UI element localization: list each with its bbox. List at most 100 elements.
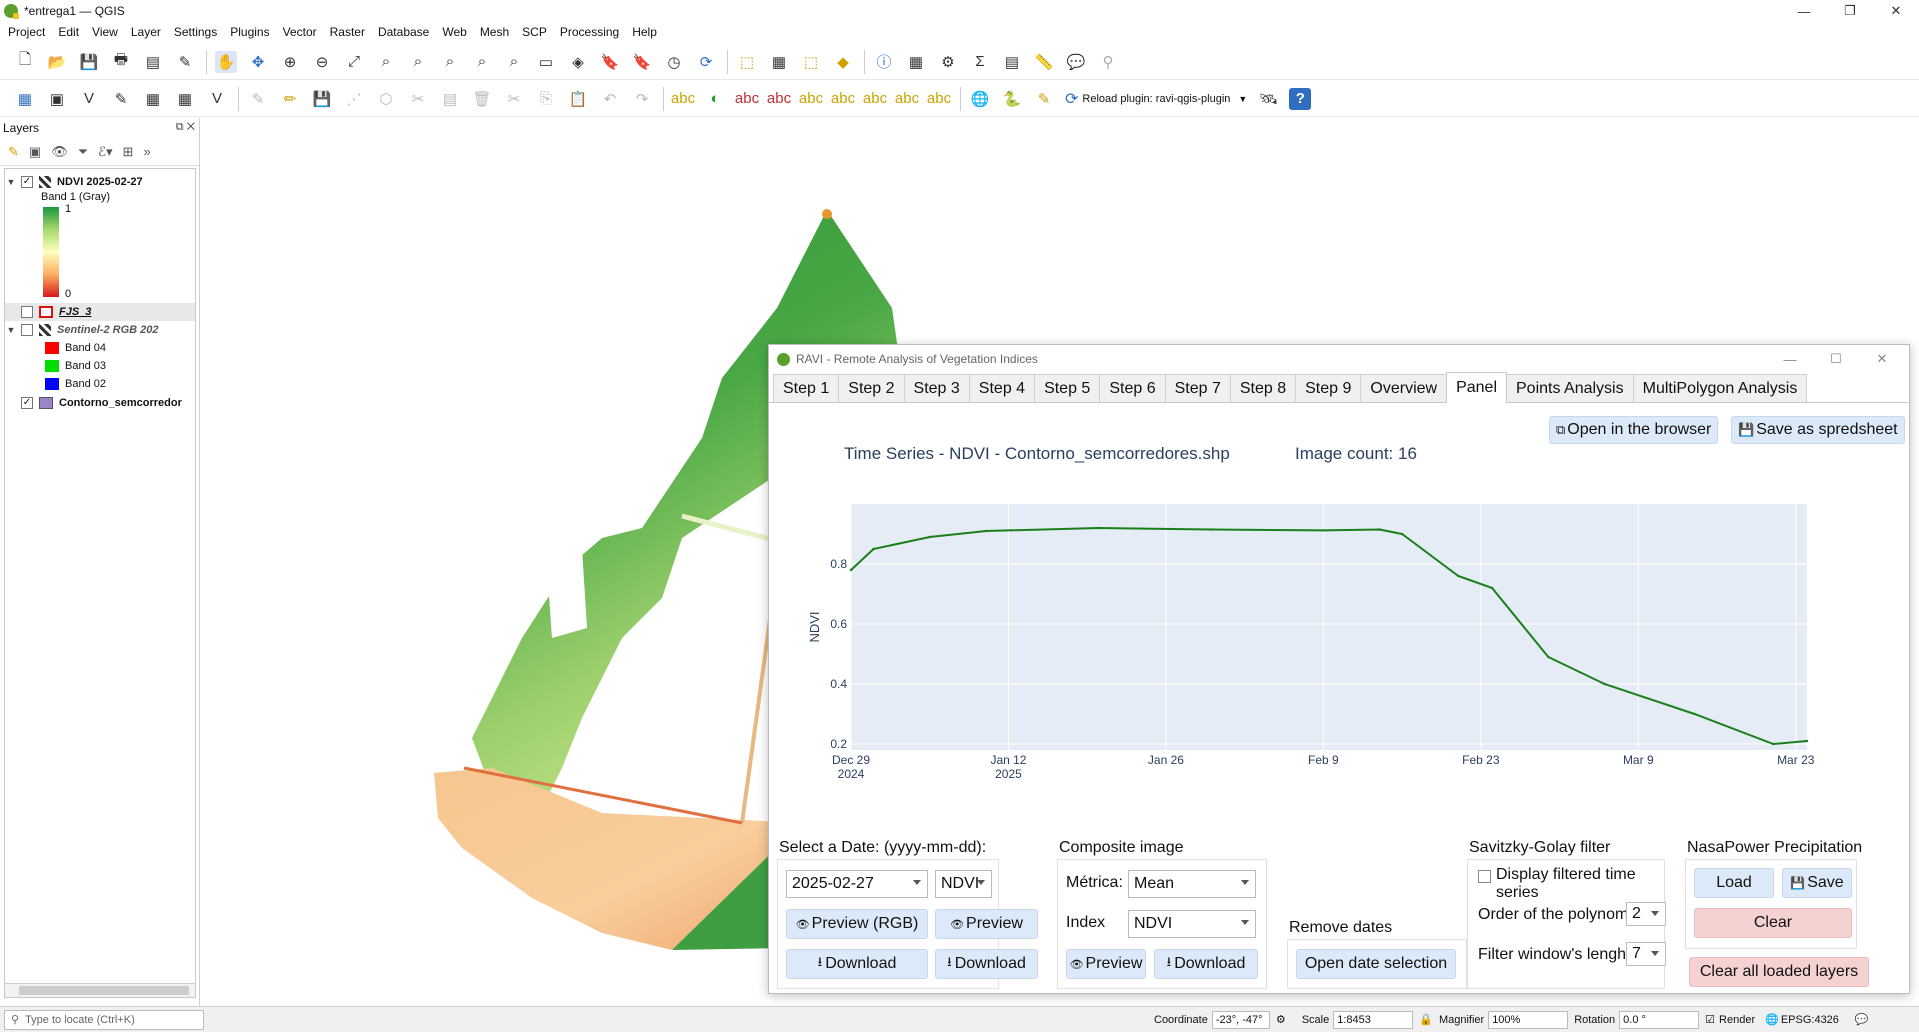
- satellite-icon[interactable]: 🛰: [1258, 90, 1278, 108]
- rotation-field[interactable]: 0.0 °: [1619, 1010, 1700, 1029]
- layer-tree-scrollbar[interactable]: [5, 983, 195, 997]
- tab-overview[interactable]: Overview: [1360, 374, 1448, 402]
- label-icon[interactable]: abc: [670, 90, 696, 107]
- tab-step-6[interactable]: Step 6: [1099, 374, 1166, 402]
- layer-sentinel[interactable]: ▼ Sentinel-2 RGB 202: [5, 321, 158, 339]
- menu-project[interactable]: Project: [8, 25, 46, 39]
- save-spreadsheet-button[interactable]: 💾 Save as spredsheet: [1731, 416, 1905, 444]
- select-by-location-icon[interactable]: ◆: [837, 53, 849, 71]
- date-select[interactable]: 2025-02-27: [786, 870, 928, 898]
- composite-index-select[interactable]: NDVI: [1128, 910, 1256, 938]
- ravi-close-button[interactable]: ✕: [1876, 351, 1888, 366]
- identify-icon[interactable]: ⓘ: [876, 54, 892, 71]
- python-console-icon[interactable]: 🐍: [1002, 90, 1022, 108]
- menu-settings[interactable]: Settings: [173, 25, 218, 39]
- field-calculator-icon[interactable]: ▦: [908, 53, 924, 71]
- change-label-icon[interactable]: abc: [926, 90, 952, 107]
- menu-raster[interactable]: Raster: [329, 25, 365, 39]
- paste-icon[interactable]: 📋: [568, 90, 588, 108]
- tab-step-3[interactable]: Step 3: [903, 374, 970, 402]
- display-filtered-checkbox[interactable]: [1478, 870, 1491, 883]
- zoom-full-icon[interactable]: ⤢: [347, 53, 360, 70]
- download-index-button[interactable]: ⭳ Download: [935, 949, 1038, 979]
- modify-attributes-icon[interactable]: ▤: [442, 90, 458, 108]
- tab-step-1[interactable]: Step 1: [773, 374, 840, 402]
- menu-view[interactable]: View: [92, 25, 118, 39]
- layer-checkbox[interactable]: [21, 324, 33, 336]
- composite-preview-button[interactable]: 👁 Preview: [1066, 949, 1146, 979]
- lock-icon[interactable]: 🔒: [1419, 1014, 1433, 1026]
- menu-web[interactable]: Web: [442, 25, 467, 39]
- menu-layer[interactable]: Layer: [130, 25, 161, 39]
- deselect-icon[interactable]: ⬚: [803, 53, 819, 71]
- menu-vector[interactable]: Vector: [282, 25, 317, 39]
- layer-fjs3[interactable]: FJS_3: [5, 303, 195, 321]
- map-tips-icon[interactable]: 💬: [1066, 53, 1086, 71]
- ndvi-time-series-chart[interactable]: Time Series - NDVI - Contorno_semcorredo…: [769, 403, 1911, 835]
- new-vector-layer-icon[interactable]: V: [83, 90, 94, 107]
- coordinate-field[interactable]: -23°, -47°: [1211, 1010, 1270, 1029]
- locator-search-input[interactable]: ⚲ Type to locate (Ctrl+K): [4, 1009, 204, 1030]
- layer-checkbox[interactable]: ✓: [21, 397, 33, 409]
- new-bookmark-icon[interactable]: 🔖: [600, 53, 620, 71]
- preview-rgb-button[interactable]: 👁 Preview (RGB): [786, 909, 928, 939]
- plugin-tool-icon[interactable]: ✎: [1037, 90, 1051, 108]
- show-bookmarks-icon[interactable]: 🔖: [632, 53, 652, 71]
- chevron-down-icon[interactable]: ▼: [1238, 93, 1248, 104]
- crs-icon[interactable]: 🌐: [1765, 1014, 1779, 1026]
- pin-labels-icon[interactable]: abc: [798, 90, 824, 107]
- tab-panel[interactable]: Panel: [1446, 372, 1507, 403]
- rotate-label-icon[interactable]: abc: [894, 90, 920, 107]
- open-project-icon[interactable]: 📂: [47, 53, 67, 71]
- crs-label[interactable]: EPSG:4326: [1780, 1013, 1839, 1026]
- zoom-layer-icon[interactable]: ⌕: [413, 53, 423, 70]
- magnifier-field[interactable]: 100%: [1488, 1010, 1569, 1029]
- download-button[interactable]: ⭳ Download: [786, 949, 928, 979]
- tab-step-7[interactable]: Step 7: [1164, 374, 1231, 402]
- filter-expression-icon[interactable]: ℰ▾: [98, 143, 113, 159]
- statistics-icon[interactable]: Σ: [975, 53, 985, 70]
- open-browser-button[interactable]: ⧉ Open in the browser: [1549, 416, 1719, 444]
- pan-icon[interactable]: ✋: [215, 50, 237, 73]
- layout-manager-icon[interactable]: ▤: [145, 53, 161, 71]
- render-checkbox[interactable]: ☑: [1705, 1014, 1716, 1026]
- expand-all-icon[interactable]: ⊞: [122, 143, 134, 159]
- open-date-selection-button[interactable]: Open date selection: [1296, 949, 1456, 979]
- add-group-icon[interactable]: ▣: [28, 143, 42, 159]
- pan-to-selection-icon[interactable]: ✥: [251, 53, 265, 71]
- menu-scp[interactable]: SCP: [522, 25, 547, 39]
- zoom-last-icon[interactable]: ⌕: [477, 53, 487, 70]
- menu-plugins[interactable]: Plugins: [230, 25, 270, 39]
- more-icon[interactable]: »: [143, 144, 151, 159]
- tab-step-5[interactable]: Step 5: [1034, 374, 1101, 402]
- composite-download-button[interactable]: ⭳ Download: [1154, 949, 1258, 979]
- globe-icon[interactable]: 🌐: [970, 90, 990, 108]
- tab-step-8[interactable]: Step 8: [1229, 374, 1297, 402]
- nasa-save-button[interactable]: 💾 Save: [1782, 868, 1852, 898]
- add-feature-icon[interactable]: ⋰: [346, 90, 362, 108]
- new-3d-view-icon[interactable]: ◈: [572, 53, 584, 71]
- temporal-controller-icon[interactable]: ◷: [667, 53, 681, 71]
- tab-step-9[interactable]: Step 9: [1295, 374, 1362, 402]
- add-virtual-layer-icon[interactable]: V: [211, 90, 222, 107]
- preview-button[interactable]: 👁 Preview: [935, 909, 1038, 939]
- messages-icon[interactable]: 💬: [1854, 1014, 1869, 1026]
- nasa-clear-button[interactable]: Clear: [1694, 908, 1852, 938]
- zoom-out-icon[interactable]: ⊖: [315, 53, 329, 71]
- digitize-icon[interactable]: ✎: [114, 90, 128, 108]
- reload-plugin-button[interactable]: ⟳ Reload plugin: ravi-qgis-plugin ▼: [1065, 89, 1247, 109]
- vertex-tool-icon[interactable]: ✂: [411, 90, 425, 108]
- show-hide-labels-icon[interactable]: abc: [830, 90, 856, 107]
- layer-contorno[interactable]: ✓ Contorno_semcorredor: [5, 394, 182, 412]
- collapse-icon[interactable]: ▼: [6, 325, 16, 335]
- menu-mesh[interactable]: Mesh: [479, 25, 510, 39]
- zoom-selection-icon[interactable]: ⌕: [381, 53, 391, 70]
- zoom-in-icon[interactable]: ⊕: [283, 53, 297, 71]
- copy-icon[interactable]: ⎘: [539, 90, 552, 107]
- open-styling-icon[interactable]: ✎: [8, 143, 19, 159]
- layer-ndvi[interactable]: ▼ ✓ NDVI 2025-02-27: [5, 173, 143, 191]
- tab-multipolygon-analysis[interactable]: MultiPolygon Analysis: [1632, 374, 1808, 402]
- menu-processing[interactable]: Processing: [559, 25, 620, 39]
- help-icon[interactable]: ?: [1289, 87, 1312, 110]
- tab-step-2[interactable]: Step 2: [838, 374, 905, 402]
